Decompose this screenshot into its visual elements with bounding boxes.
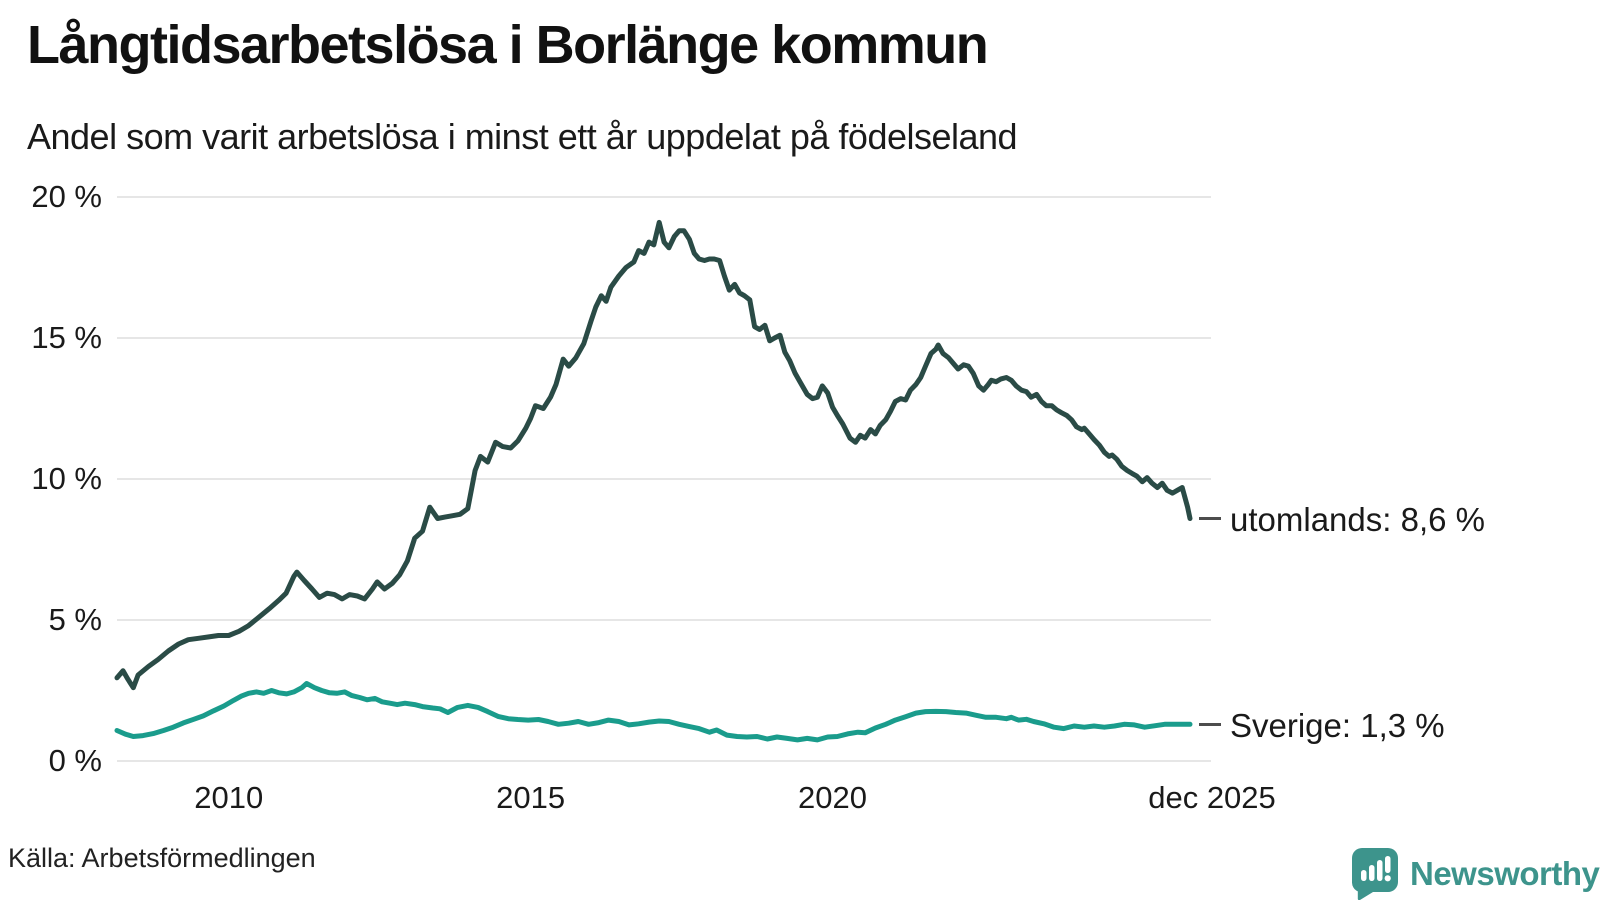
series-line-utomlands	[114, 219, 1193, 691]
x-axis-tick-label: 2015	[496, 780, 566, 815]
newsworthy-icon	[1352, 848, 1398, 900]
x-axis-tick-label: 2010	[194, 780, 264, 815]
newsworthy-wordmark: Newsworthy	[1410, 855, 1600, 892]
gridline	[117, 619, 1211, 621]
x-axis-tick-label: 2020	[798, 780, 868, 815]
y-axis-tick-label: 15 %	[31, 320, 102, 355]
page-title: Långtidsarbetslösa i Borlänge kommun	[27, 15, 989, 75]
chart-subtitle: Andel som varit arbetslösa i minst ett å…	[27, 116, 1018, 157]
gridline	[117, 760, 1211, 762]
gridline	[117, 337, 1211, 339]
newsworthy-logo: Newsworthy	[1352, 848, 1600, 900]
series-line-sverige	[114, 681, 1193, 743]
x-axis-tick-label: dec 2025	[1148, 780, 1276, 815]
y-axis-tick-label: 0 %	[48, 743, 102, 778]
y-axis-tick-label: 10 %	[31, 461, 102, 496]
series-end-dash	[1199, 722, 1221, 726]
series-end-label-utomlands: utomlands: 8,6 %	[1230, 501, 1485, 539]
gridline	[117, 478, 1211, 480]
y-axis-tick-label: 5 %	[48, 602, 102, 637]
y-axis-tick-label: 20 %	[31, 179, 102, 214]
series-end-dash	[1199, 516, 1221, 520]
source-note: Källa: Arbetsförmedlingen	[8, 843, 316, 873]
gridline	[117, 196, 1211, 198]
series-end-label-sverige: Sverige: 1,3 %	[1230, 707, 1445, 745]
